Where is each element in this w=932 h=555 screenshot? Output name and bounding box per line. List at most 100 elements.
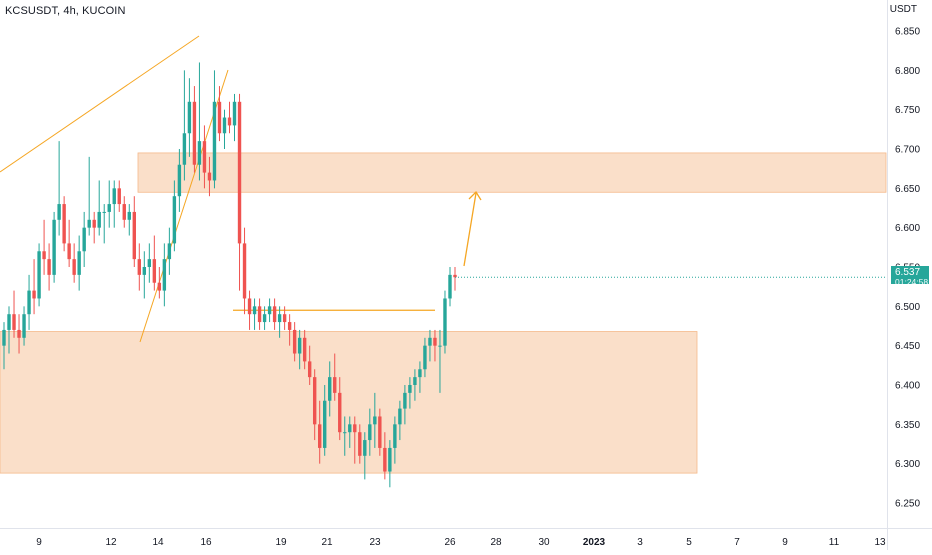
candle-body	[323, 400, 327, 448]
candle-body	[282, 314, 287, 323]
time-tick-label: 12	[105, 537, 117, 548]
candle-body	[202, 141, 207, 173]
candle-body	[358, 432, 362, 456]
candle-body	[97, 211, 101, 228]
upper-trendline	[0, 35, 200, 173]
candle-body	[17, 329, 21, 338]
candle-body	[393, 424, 397, 448]
candle-body	[363, 440, 367, 456]
candle-body	[12, 314, 16, 330]
candle-body	[353, 424, 357, 433]
candle-body	[122, 204, 126, 220]
candle-body	[147, 259, 152, 267]
price-tick-label: 6.750	[895, 105, 920, 116]
candle-body	[368, 424, 372, 441]
time-tick-label: 9	[36, 537, 42, 548]
candle-body	[252, 306, 257, 315]
candle-body	[132, 211, 136, 260]
candle-body	[52, 219, 56, 275]
price-tick-label: 6.650	[895, 184, 920, 195]
candle-body	[403, 392, 407, 409]
candle-body	[187, 101, 192, 134]
candle-body	[408, 385, 412, 393]
candle-body	[388, 447, 392, 472]
candle-body	[2, 329, 6, 346]
candle-body	[267, 306, 272, 315]
candle-body	[262, 314, 267, 323]
supply-demand-zone	[0, 331, 698, 474]
candle-body	[32, 290, 36, 299]
candle-body	[227, 117, 232, 126]
candle-body	[328, 377, 332, 401]
last-price-badge: 6.537 01:24:58	[891, 266, 929, 287]
price-tick-label: 6.250	[895, 499, 920, 510]
time-tick-label: 3	[637, 537, 643, 548]
candle-body	[167, 243, 172, 260]
price-tick-label: 6.400	[895, 381, 920, 392]
candle-body	[443, 298, 447, 346]
candle-body	[172, 196, 177, 244]
candle-body	[162, 259, 167, 291]
candle-body	[67, 243, 71, 260]
candle-body	[137, 259, 141, 275]
candle-body	[333, 377, 337, 393]
projection-arrow-head	[468, 190, 482, 201]
price-tick-label: 6.500	[895, 302, 920, 313]
time-tick-label: 26	[444, 537, 456, 548]
candle-body	[343, 432, 347, 434]
candle-body	[277, 314, 282, 323]
time-tick-label: 7	[734, 537, 740, 548]
candle-body	[373, 416, 377, 425]
candle-body	[348, 424, 352, 433]
price-tick-label: 6.350	[895, 420, 920, 431]
candle-body	[142, 267, 147, 275]
candle-body	[22, 314, 26, 338]
candle-body	[117, 188, 121, 205]
candle-body	[413, 377, 417, 385]
candle-body	[378, 416, 382, 448]
price-axis-unit: USDT	[889, 4, 917, 15]
candle-body	[292, 329, 297, 354]
candle-body	[177, 164, 182, 197]
time-tick-label: 14	[152, 537, 164, 548]
candle-body	[438, 345, 442, 347]
candle-body	[302, 337, 307, 362]
time-tick-label: 13	[874, 537, 886, 548]
time-tick-label: 5	[686, 537, 692, 548]
symbol-title: KCSUSDT, 4h, KUCOIN	[5, 5, 126, 17]
candle-body	[307, 361, 312, 378]
candle-body	[448, 274, 452, 299]
candle-body	[217, 101, 222, 134]
candle-body	[232, 101, 237, 126]
candle-body	[312, 377, 317, 425]
candle-body	[222, 117, 227, 134]
candle-body	[157, 282, 162, 291]
time-tick-label: 9	[782, 537, 788, 548]
candle-body	[197, 141, 202, 165]
candle-body	[257, 306, 262, 323]
supply-demand-zone	[137, 152, 887, 193]
time-tick-label: 16	[200, 537, 212, 548]
last-price-value: 6.537	[895, 267, 921, 278]
candle-body	[92, 219, 96, 228]
candle-body	[207, 172, 212, 181]
candle-body	[77, 251, 81, 275]
price-tick-label: 6.850	[895, 27, 920, 38]
time-tick-label: 28	[490, 537, 502, 548]
price-tick-label: 6.300	[895, 459, 920, 470]
candle-body	[272, 306, 277, 323]
candle-body	[102, 211, 106, 213]
candle-body	[242, 243, 247, 299]
candle-body	[423, 345, 427, 370]
candle-body	[383, 447, 387, 472]
candle-body	[428, 337, 432, 346]
candle-body	[127, 211, 131, 220]
bar-countdown: 01:24:58	[895, 277, 929, 287]
candle-body	[47, 259, 51, 275]
candle-body	[87, 219, 91, 228]
candle-body	[433, 337, 437, 346]
candle-body	[107, 204, 111, 212]
candle-body	[7, 314, 11, 330]
